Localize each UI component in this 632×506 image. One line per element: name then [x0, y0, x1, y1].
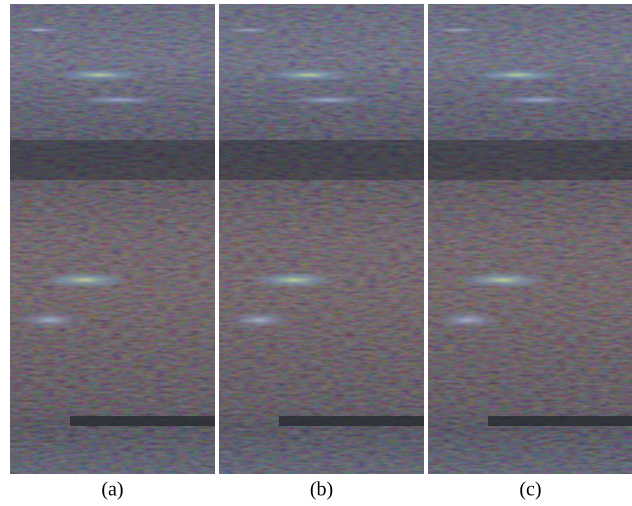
dark-band — [428, 140, 632, 180]
groove — [70, 416, 215, 426]
groove — [279, 416, 424, 426]
image-panel — [428, 4, 632, 474]
caption: (c) — [519, 479, 541, 501]
image-panel — [10, 4, 215, 474]
glint — [224, 311, 294, 329]
glint — [433, 311, 503, 329]
glint — [10, 27, 70, 33]
caption: (a) — [101, 479, 123, 501]
image-panel — [219, 4, 424, 474]
figure: (a) (b) (c) — [0, 0, 632, 506]
glint — [488, 95, 588, 105]
glint — [279, 95, 379, 105]
glint — [219, 27, 279, 33]
glint — [55, 69, 145, 81]
glint — [428, 27, 488, 33]
glint — [70, 95, 170, 105]
glint — [458, 272, 548, 288]
glint — [264, 69, 354, 81]
dark-band — [10, 140, 215, 180]
glint — [249, 272, 339, 288]
page: {"panels": [{"caption": "(a)"}, {"captio… — [0, 0, 632, 506]
caption: (b) — [310, 479, 333, 501]
glint — [15, 311, 85, 329]
glint — [40, 272, 130, 288]
glint — [473, 69, 563, 81]
dark-band — [219, 140, 424, 180]
groove — [488, 416, 632, 426]
